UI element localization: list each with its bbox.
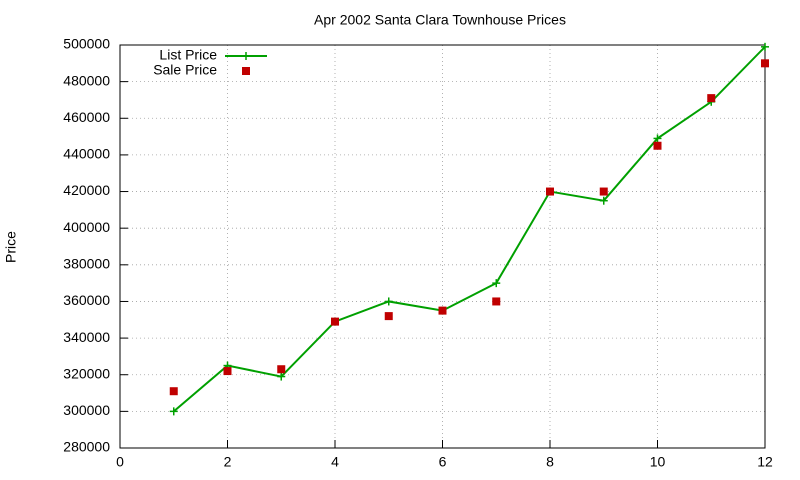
x-tick-label: 0 — [116, 454, 124, 470]
data-point — [761, 42, 769, 51]
data-point — [761, 59, 769, 68]
data-point — [599, 187, 608, 196]
data-point — [384, 312, 393, 321]
y-tick-label: 280000 — [63, 439, 110, 455]
plot-frame — [119, 44, 766, 449]
y-tick-label: 420000 — [63, 182, 110, 198]
y-tick-label: 400000 — [63, 219, 110, 235]
y-tick-label: 300000 — [63, 402, 110, 418]
y-tick-label: 440000 — [63, 146, 110, 162]
data-point — [169, 387, 178, 396]
data-point — [492, 279, 501, 288]
data-point — [546, 187, 554, 196]
x-tick-label: 10 — [650, 454, 666, 470]
x-tick-label: 8 — [546, 454, 554, 470]
legend-marker — [242, 67, 250, 75]
y-tick-label: 480000 — [63, 72, 110, 88]
data-point — [438, 306, 447, 315]
x-tick-label: 6 — [439, 454, 447, 470]
legend-marker — [242, 52, 250, 60]
y-tick-label: 320000 — [63, 365, 110, 381]
legend-label: List Price — [159, 47, 217, 63]
y-axis-label: Price — [3, 231, 19, 263]
x-tick-label: 4 — [331, 454, 339, 470]
y-tick-label: 380000 — [63, 256, 110, 272]
data-point — [707, 94, 716, 103]
data-point — [653, 134, 662, 143]
data-point — [277, 372, 286, 381]
x-tick-label: 12 — [757, 454, 773, 470]
legend-label: Sale Price — [153, 62, 217, 78]
data-point — [653, 141, 662, 150]
data-point — [599, 196, 608, 205]
chart-title: Apr 2002 Santa Clara Townhouse Prices — [314, 12, 566, 28]
y-tick-label: 460000 — [63, 109, 110, 125]
data-point — [384, 297, 393, 306]
data-point — [331, 317, 339, 326]
data-point — [169, 407, 178, 416]
series-line — [173, 46, 766, 413]
data-point — [277, 365, 286, 374]
data-point — [223, 367, 232, 376]
x-tick-label: 2 — [224, 454, 232, 470]
y-tick-label: 340000 — [63, 329, 110, 345]
data-point — [492, 297, 501, 306]
y-tick-label: 360000 — [63, 292, 110, 308]
y-tick-label: 500000 — [63, 36, 110, 52]
